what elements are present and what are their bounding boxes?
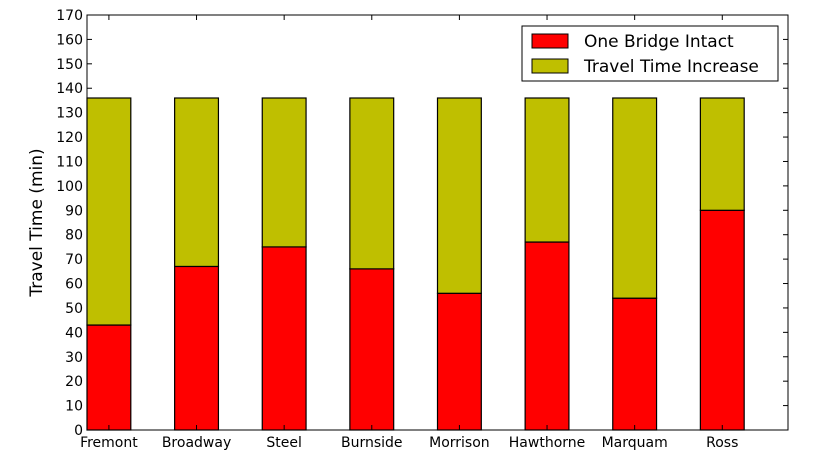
y-tick-label: 60 [65,277,83,293]
y-tick-label: 140 [56,81,83,97]
bar-one-bridge-intact-steel [261,246,307,431]
y-tick-label: 30 [65,350,83,366]
bar-travel-time-increase-ross [699,97,745,211]
bars-group [86,97,745,431]
y-tick-label: 110 [56,154,83,170]
legend: One Bridge Intact Travel Time Increase [521,25,779,82]
bar-one-bridge-intact-fremont [86,324,132,431]
y-tick-label: 160 [56,32,83,48]
y-axis-label: Travel Time (min) [27,148,47,297]
bar-travel-time-increase-morrison [436,97,482,294]
bar-one-bridge-intact-broadway [174,265,220,431]
plot-frame [86,14,789,431]
legend-swatch [531,33,569,49]
x-tick-label: Steel [266,435,302,451]
bar-travel-time-increase-steel [261,97,307,248]
bar-travel-time-increase-marquam [612,97,658,299]
x-tick-label: Fremont [80,435,138,451]
bar-one-bridge-intact-morrison [436,292,482,431]
bar-travel-time-increase-burnside [349,97,395,270]
y-tick-label: 0 [74,423,83,439]
x-tick-label: Marquam [602,435,668,451]
x-tick-label: Ross [706,435,738,451]
x-tick-label: Burnside [341,435,403,451]
bar-travel-time-increase-broadway [174,97,220,268]
legend-label: One Bridge Intact [584,32,734,52]
bar-one-bridge-intact-ross [699,209,745,431]
bar-travel-time-increase-hawthorne [524,97,570,243]
bar-one-bridge-intact-burnside [349,268,395,431]
y-tick-label: 40 [65,325,83,341]
y-tick-label: 90 [65,203,83,219]
bar-one-bridge-intact-hawthorne [524,241,570,431]
y-tick-label: 130 [56,106,83,122]
y-tick-label: 20 [65,374,83,390]
y-axis-ticks: 0 10 20 30 40 50 60 70 80 90 100 110 120 130 140 150 160… [56,8,788,439]
y-tick-label: 10 [65,399,83,415]
bar-travel-time-increase-fremont [86,97,132,326]
x-tick-label: Hawthorne [509,435,585,451]
y-tick-label: 50 [65,301,83,317]
y-tick-label: 70 [65,252,83,268]
x-axis-ticks: Fremont Broadway Steel Burnside Morrison Hawt… [80,15,738,451]
y-tick-label: 100 [56,179,83,195]
y-tick-label: 120 [56,130,83,146]
x-tick-label: Broadway [162,435,231,451]
legend-label: Travel Time Increase [583,57,759,77]
y-tick-label: 80 [65,228,83,244]
y-tick-label: 170 [56,8,83,24]
bar-one-bridge-intact-marquam [612,297,658,431]
x-tick-label: Morrison [429,435,490,451]
y-tick-label: 150 [56,57,83,73]
legend-swatch [531,58,569,74]
